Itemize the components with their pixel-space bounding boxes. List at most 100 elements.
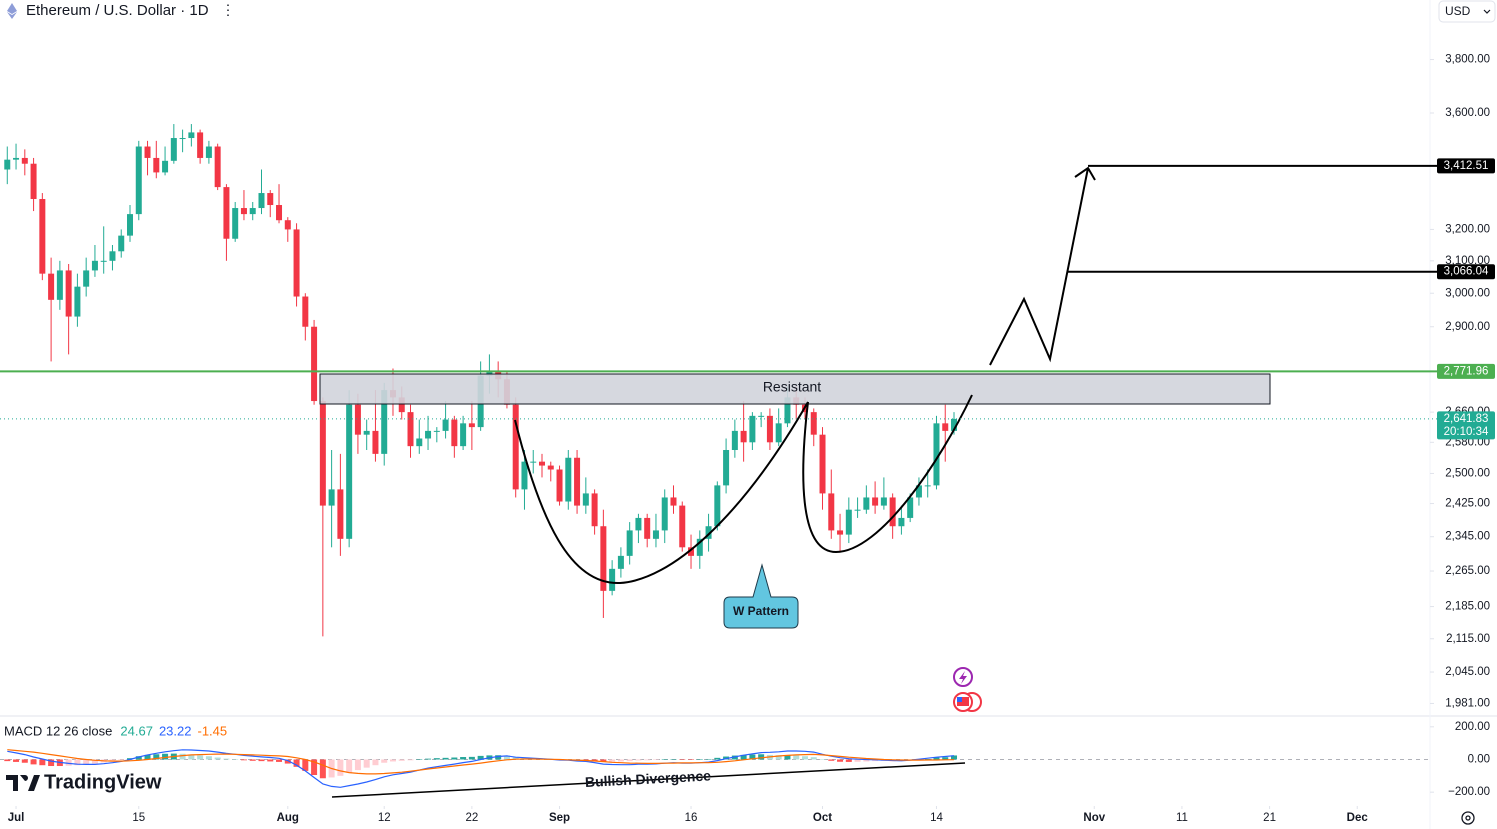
candle-body — [13, 157, 20, 160]
macd-histogram-bar — [477, 755, 484, 760]
macd-histogram-bar — [258, 759, 265, 762]
candle-body — [635, 517, 642, 531]
chevron — [1483, 9, 1491, 14]
y-tick-label: 3,600.00 — [1445, 107, 1490, 119]
macd-histogram-bar — [451, 757, 458, 760]
macd-histogram-bar — [284, 759, 291, 764]
candle-body — [109, 251, 116, 261]
candle-body — [670, 497, 677, 506]
x-tick-label: 12 — [378, 812, 391, 824]
candle-body — [521, 461, 528, 490]
macd-histogram-bar — [389, 759, 396, 762]
candle-body — [144, 146, 151, 158]
candle-body — [354, 404, 361, 435]
x-tick-label: 11 — [1176, 812, 1188, 824]
macd-histogram-bar — [714, 757, 721, 760]
y-tick-label: 2,265.00 — [1445, 565, 1490, 577]
macd-histogram-bar — [293, 759, 300, 767]
candle-body — [810, 412, 817, 435]
macd-histogram-bar — [793, 755, 800, 760]
candle-body — [907, 497, 914, 518]
macd-histogram-bar — [346, 759, 353, 773]
macd-histogram-bar — [118, 759, 125, 760]
y-tick-label: 2,500.00 — [1445, 467, 1490, 479]
candle-body — [118, 235, 125, 252]
macd-histogram-bar — [679, 759, 686, 760]
candle-body — [574, 457, 581, 506]
candle-body — [197, 132, 204, 158]
macd-histogram-bar — [354, 759, 361, 771]
indicator-value: 24.67 — [120, 723, 153, 738]
candle-body — [398, 397, 405, 413]
candle-body — [162, 160, 169, 173]
macd-histogram-bar — [924, 758, 931, 760]
macd-histogram-bar — [83, 759, 90, 765]
price-tag — [1437, 158, 1495, 174]
macd-histogram-bar — [302, 759, 309, 771]
candle-body — [626, 530, 633, 556]
candle-body — [328, 489, 335, 506]
x-tick-label: 16 — [685, 812, 698, 824]
candle-body — [766, 415, 773, 443]
candle-body — [293, 229, 300, 297]
candle-body — [609, 568, 616, 591]
candle-body — [381, 390, 388, 454]
macd-histogram-bar — [91, 759, 98, 764]
resistance-label: Resistant — [763, 379, 821, 395]
macd-histogram-bar — [381, 759, 388, 763]
settings-icon[interactable] — [1461, 811, 1475, 825]
candle-body — [100, 260, 107, 262]
x-tick-label: Jul — [8, 812, 25, 824]
macd-histogram-bar — [319, 759, 326, 779]
macd-histogram-bar — [688, 759, 695, 760]
macd-histogram-bar — [223, 758, 230, 760]
candle-body — [416, 438, 423, 447]
y-tick-label: 3,200.00 — [1445, 223, 1490, 235]
macd-histogram-bar — [863, 759, 870, 762]
macd-histogram-bar — [74, 759, 81, 766]
macd-histogram-bar — [65, 759, 72, 766]
candle-body — [530, 461, 537, 463]
macd-histogram-bar — [433, 758, 440, 760]
candle-body — [915, 485, 922, 498]
macd-histogram-bar — [828, 759, 835, 761]
candle-body — [933, 423, 940, 486]
macd-histogram-bar — [503, 755, 510, 760]
macd-histogram-bar — [609, 759, 616, 762]
macd-histogram-bar — [837, 759, 844, 762]
candle-body — [828, 493, 835, 531]
macd-histogram-bar — [197, 755, 204, 760]
macd-histogram-bar — [784, 755, 791, 760]
macd-histogram-bar — [276, 759, 283, 762]
y-tick-label: 200.00 — [1455, 721, 1490, 733]
candle-body — [539, 461, 546, 466]
macd-histogram-bar — [162, 753, 169, 760]
y-tick-label: 2,185.00 — [1445, 601, 1490, 613]
x-tick-label: 21 — [1263, 812, 1276, 824]
macd-histogram-bar — [810, 757, 817, 760]
candle-body — [48, 273, 55, 300]
macd-histogram-bar — [48, 759, 55, 767]
eth-icon — [7, 3, 17, 19]
candle-body — [600, 526, 607, 591]
candle-body — [205, 146, 212, 158]
x-tick-label: Nov — [1083, 812, 1105, 824]
candle-body — [337, 489, 344, 539]
flag-icon — [957, 697, 969, 706]
macd-histogram-bar — [942, 757, 949, 760]
candle-body — [267, 193, 274, 206]
candle-body — [951, 418, 958, 431]
divergence-label: Bullish Divergence — [585, 767, 712, 790]
currency-select[interactable] — [1438, 0, 1496, 23]
candle-body — [56, 270, 63, 300]
candle-body — [214, 146, 221, 188]
candle-body — [311, 326, 318, 402]
candle-body — [460, 423, 467, 447]
candle-body — [39, 199, 46, 274]
macd-histogram-bar — [337, 759, 344, 776]
candle-body — [223, 187, 230, 239]
macd-histogram-bar — [109, 759, 116, 762]
macd-histogram-bar — [311, 759, 318, 776]
candle-body — [127, 214, 133, 236]
price-tag-label: 3,412.51 — [1444, 160, 1489, 172]
